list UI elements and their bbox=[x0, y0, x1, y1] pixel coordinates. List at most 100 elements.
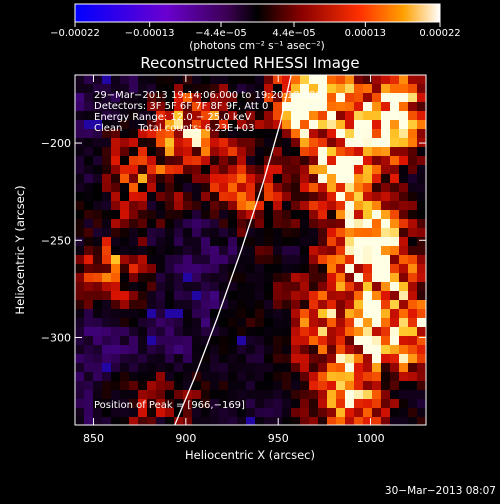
heatmap-cell bbox=[327, 363, 337, 373]
heatmap-cell bbox=[165, 192, 175, 202]
heatmap-cell bbox=[282, 309, 292, 319]
heatmap-cell bbox=[291, 336, 301, 346]
heatmap-cell bbox=[372, 399, 382, 409]
heatmap-cell bbox=[210, 120, 220, 130]
heatmap-cell bbox=[201, 309, 211, 319]
heatmap-cell bbox=[354, 327, 364, 337]
heatmap-cell bbox=[309, 399, 319, 409]
heatmap-cell bbox=[300, 201, 310, 211]
heatmap-cell bbox=[264, 102, 274, 112]
heatmap-cell bbox=[84, 318, 94, 328]
heatmap-cell bbox=[417, 111, 426, 121]
heatmap-cell bbox=[192, 372, 202, 382]
heatmap-cell bbox=[201, 318, 211, 328]
heatmap-cell bbox=[327, 120, 337, 130]
heatmap-cell bbox=[282, 102, 292, 112]
heatmap-cell bbox=[138, 273, 148, 283]
heatmap-cell bbox=[390, 300, 400, 310]
heatmap-cell bbox=[309, 291, 319, 301]
heatmap-cell bbox=[291, 111, 301, 121]
heatmap-cell bbox=[408, 102, 418, 112]
heatmap-cell bbox=[192, 363, 202, 373]
heatmap-cell bbox=[372, 174, 382, 184]
heatmap-cell bbox=[75, 255, 85, 265]
heatmap-cell bbox=[147, 165, 157, 175]
heatmap-cell bbox=[336, 183, 346, 193]
heatmap-cell bbox=[354, 264, 364, 274]
heatmap-cell bbox=[156, 300, 166, 310]
heatmap-cell bbox=[381, 318, 391, 328]
heatmap-cell bbox=[363, 309, 373, 319]
heatmap-cell bbox=[210, 417, 220, 425]
heatmap-cell bbox=[354, 210, 364, 220]
heatmap-cell bbox=[417, 75, 426, 85]
heatmap-cell bbox=[219, 210, 229, 220]
heatmap-cell bbox=[183, 147, 193, 157]
heatmap-cell bbox=[183, 354, 193, 364]
heatmap-cell bbox=[246, 192, 256, 202]
heatmap-cell bbox=[417, 381, 426, 391]
heatmap-cell bbox=[336, 372, 346, 382]
heatmap-cell bbox=[408, 237, 418, 247]
heatmap-cell bbox=[282, 174, 292, 184]
heatmap-cell bbox=[345, 219, 355, 229]
heatmap-cell bbox=[372, 165, 382, 175]
heatmap-cell bbox=[129, 192, 139, 202]
heatmap-cell bbox=[138, 111, 148, 121]
heatmap-cell bbox=[381, 93, 391, 103]
heatmap-cell bbox=[273, 255, 283, 265]
heatmap-cell bbox=[75, 381, 85, 391]
heatmap-cell bbox=[300, 327, 310, 337]
heatmap-cell bbox=[174, 237, 184, 247]
heatmap-cell bbox=[390, 120, 400, 130]
heatmap-cell bbox=[300, 318, 310, 328]
heatmap-cell bbox=[93, 228, 103, 238]
heatmap-cell bbox=[147, 228, 157, 238]
heatmap-cell bbox=[165, 201, 175, 211]
heatmap-cell bbox=[93, 318, 103, 328]
heatmap-cell bbox=[156, 102, 166, 112]
heatmap-cell bbox=[417, 300, 426, 310]
heatmap-cell bbox=[183, 138, 193, 148]
heatmap-cell bbox=[156, 138, 166, 148]
heatmap-cell bbox=[183, 165, 193, 175]
heatmap-cell bbox=[282, 129, 292, 139]
heatmap-cell bbox=[102, 84, 112, 94]
heatmap-cell bbox=[381, 417, 391, 425]
heatmap-cell bbox=[138, 165, 148, 175]
heatmap-cell bbox=[399, 354, 409, 364]
heatmap-cell bbox=[327, 291, 337, 301]
heatmap-cell bbox=[219, 183, 229, 193]
heatmap-cell bbox=[138, 183, 148, 193]
heatmap-cell bbox=[192, 399, 202, 409]
heatmap-cell bbox=[165, 381, 175, 391]
heatmap-cell bbox=[183, 210, 193, 220]
heatmap-cell bbox=[372, 102, 382, 112]
heatmap-cell bbox=[228, 309, 238, 319]
heatmap-cell bbox=[246, 237, 256, 247]
heatmap-cell bbox=[237, 300, 247, 310]
heatmap-cell bbox=[327, 255, 337, 265]
heatmap-cell bbox=[210, 183, 220, 193]
heatmap-cell bbox=[408, 84, 418, 94]
heatmap-cell bbox=[147, 138, 157, 148]
heatmap-cell bbox=[264, 309, 274, 319]
heatmap-cell bbox=[309, 417, 319, 425]
heatmap-cell bbox=[345, 273, 355, 283]
heatmap-cell bbox=[255, 336, 265, 346]
heatmap-cell bbox=[156, 183, 166, 193]
heatmap-cell bbox=[84, 417, 94, 425]
heatmap-cell bbox=[282, 354, 292, 364]
heatmap-cell bbox=[219, 408, 229, 418]
heatmap-cell bbox=[282, 327, 292, 337]
heatmap-cell bbox=[219, 327, 229, 337]
heatmap-cell bbox=[417, 390, 426, 400]
heatmap-cell bbox=[300, 291, 310, 301]
heatmap-cell bbox=[102, 264, 112, 274]
heatmap-cell bbox=[354, 237, 364, 247]
heatmap-cell bbox=[300, 228, 310, 238]
heatmap-cell bbox=[183, 255, 193, 265]
heatmap-cell bbox=[210, 336, 220, 346]
heatmap-cell bbox=[417, 363, 426, 373]
heatmap-cell bbox=[417, 309, 426, 319]
